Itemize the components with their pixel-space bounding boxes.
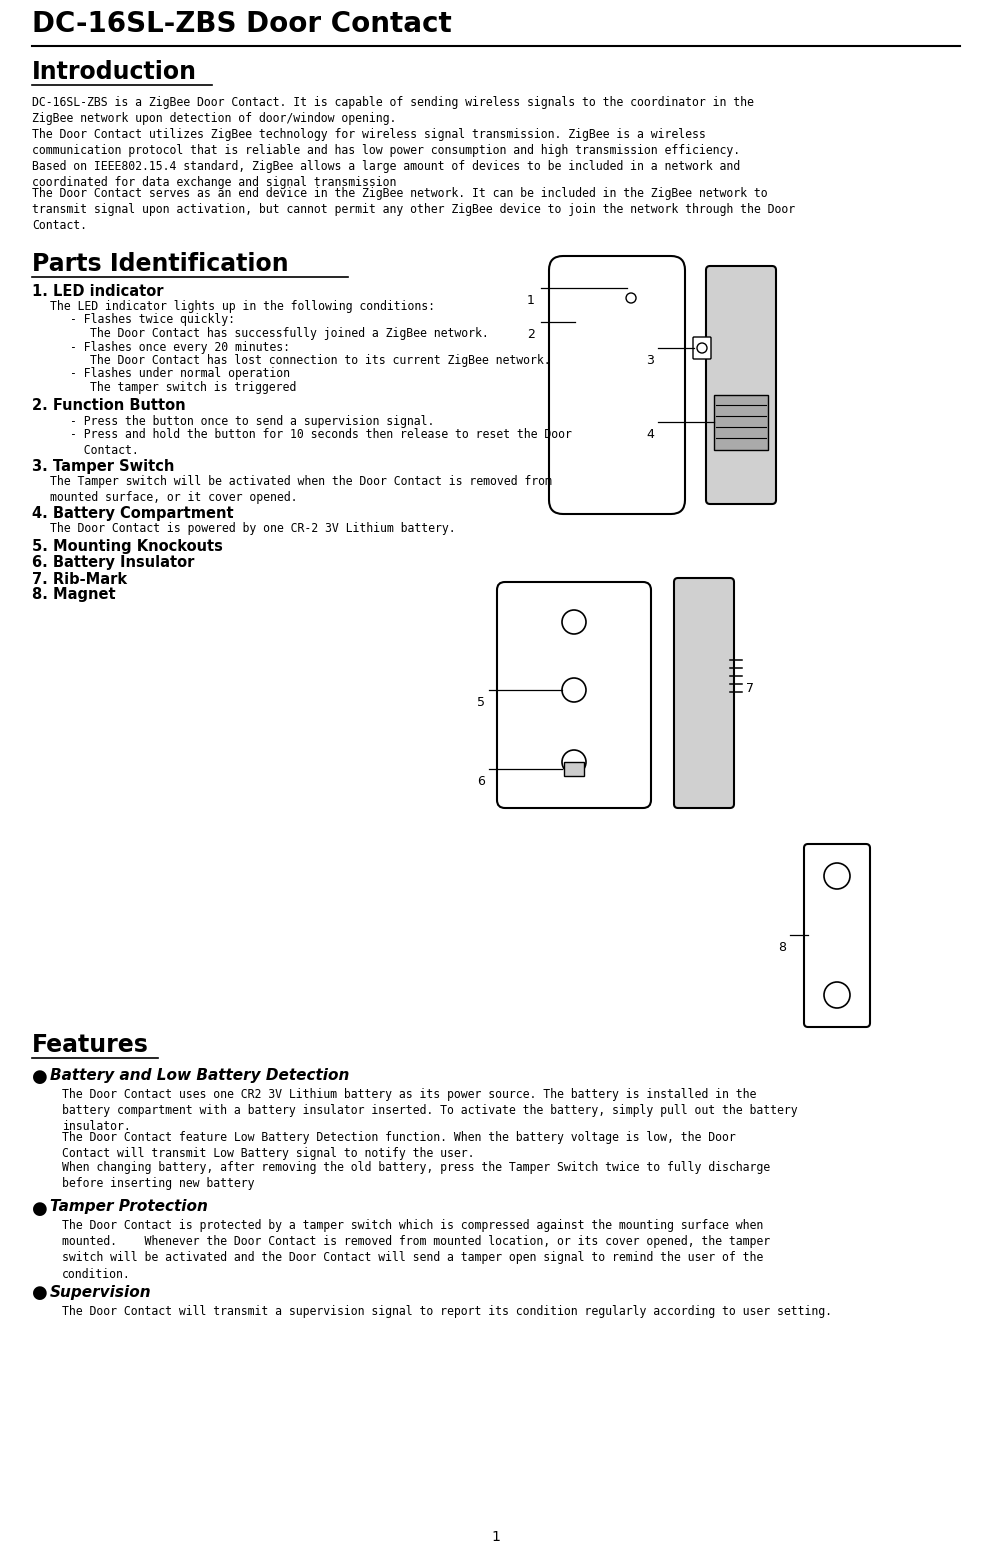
Text: The Door Contact is protected by a tamper switch which is compressed against the: The Door Contact is protected by a tampe… (62, 1219, 770, 1281)
Text: 1: 1 (527, 294, 535, 306)
Text: - Press the button once to send a supervision signal.: - Press the button once to send a superv… (70, 415, 434, 427)
Text: - Flashes once every 20 minutes:: - Flashes once every 20 minutes: (70, 340, 290, 354)
Text: 5: 5 (477, 696, 485, 709)
Text: 6. Battery Insulator: 6. Battery Insulator (32, 555, 194, 571)
Text: The Door Contact feature Low Battery Detection function. When the battery voltag: The Door Contact feature Low Battery Det… (62, 1131, 735, 1160)
FancyBboxPatch shape (497, 582, 651, 808)
FancyBboxPatch shape (674, 579, 734, 808)
Text: 2. Function Button: 2. Function Button (32, 399, 185, 413)
Text: 4. Battery Compartment: 4. Battery Compartment (32, 506, 234, 521)
Circle shape (697, 343, 707, 353)
FancyBboxPatch shape (693, 337, 711, 359)
Text: 5. Mounting Knockouts: 5. Mounting Knockouts (32, 540, 223, 554)
Text: 6: 6 (477, 775, 485, 787)
Circle shape (824, 982, 850, 1009)
FancyBboxPatch shape (549, 255, 685, 514)
Text: The Door Contact uses one CR2 3V Lithium battery as its power source. The batter: The Door Contact uses one CR2 3V Lithium… (62, 1088, 798, 1132)
Text: Introduction: Introduction (32, 60, 197, 84)
Text: Features: Features (32, 1033, 149, 1057)
Text: ●: ● (32, 1067, 48, 1086)
Text: Tamper Protection: Tamper Protection (50, 1199, 208, 1214)
Text: 2: 2 (527, 328, 535, 340)
Text: - Press and hold the button for 10 seconds then release to reset the Door
  Cont: - Press and hold the button for 10 secon… (70, 429, 572, 456)
Text: Parts Identification: Parts Identification (32, 252, 288, 275)
Text: 7. Rib-Mark: 7. Rib-Mark (32, 571, 127, 586)
Text: The LED indicator lights up in the following conditions:: The LED indicator lights up in the follo… (50, 300, 435, 312)
Text: 8. Magnet: 8. Magnet (32, 588, 116, 602)
Text: 8: 8 (778, 941, 786, 954)
Bar (564, 763, 584, 777)
Text: ●: ● (32, 1284, 48, 1303)
Text: - Flashes under normal operation: - Flashes under normal operation (70, 368, 290, 381)
Text: - Flashes twice quickly:: - Flashes twice quickly: (70, 314, 235, 326)
Text: The tamper switch is triggered: The tamper switch is triggered (90, 381, 296, 394)
Text: The Door Contact has lost connection to its current ZigBee network.: The Door Contact has lost connection to … (90, 354, 551, 367)
Text: Supervision: Supervision (50, 1284, 152, 1299)
Circle shape (626, 292, 636, 303)
Bar (714, 394, 768, 450)
Text: The Door Contact serves as an end device in the ZigBee network. It can be includ: The Door Contact serves as an end device… (32, 187, 795, 232)
Text: 3. Tamper Switch: 3. Tamper Switch (32, 459, 174, 473)
Text: 4: 4 (646, 429, 654, 441)
Circle shape (562, 610, 586, 634)
Circle shape (562, 750, 586, 774)
Text: 1: 1 (492, 1530, 499, 1544)
Text: When changing battery, after removing the old battery, press the Tamper Switch t: When changing battery, after removing th… (62, 1162, 770, 1191)
Text: 7: 7 (746, 682, 754, 695)
Text: The Door Contact will transmit a supervision signal to report its condition regu: The Door Contact will transmit a supervi… (62, 1304, 832, 1318)
Text: ●: ● (32, 1199, 48, 1217)
FancyBboxPatch shape (706, 266, 776, 504)
Text: Battery and Low Battery Detection: Battery and Low Battery Detection (50, 1067, 350, 1083)
Text: The Door Contact is powered by one CR-2 3V Lithium battery.: The Door Contact is powered by one CR-2 … (50, 521, 456, 535)
Text: 3: 3 (646, 354, 654, 367)
FancyBboxPatch shape (804, 845, 870, 1027)
Circle shape (562, 678, 586, 702)
Text: DC-16SL-ZBS Door Contact: DC-16SL-ZBS Door Contact (32, 9, 452, 39)
Text: DC-16SL-ZBS is a ZigBee Door Contact. It is capable of sending wireless signals : DC-16SL-ZBS is a ZigBee Door Contact. It… (32, 96, 754, 125)
Circle shape (824, 863, 850, 890)
Text: The Tamper switch will be activated when the Door Contact is removed from
mounte: The Tamper switch will be activated when… (50, 475, 552, 503)
Text: 1. LED indicator: 1. LED indicator (32, 285, 164, 299)
Text: The Door Contact utilizes ZigBee technology for wireless signal transmission. Zi: The Door Contact utilizes ZigBee technol… (32, 128, 740, 189)
Text: The Door Contact has successfully joined a ZigBee network.: The Door Contact has successfully joined… (90, 326, 489, 340)
